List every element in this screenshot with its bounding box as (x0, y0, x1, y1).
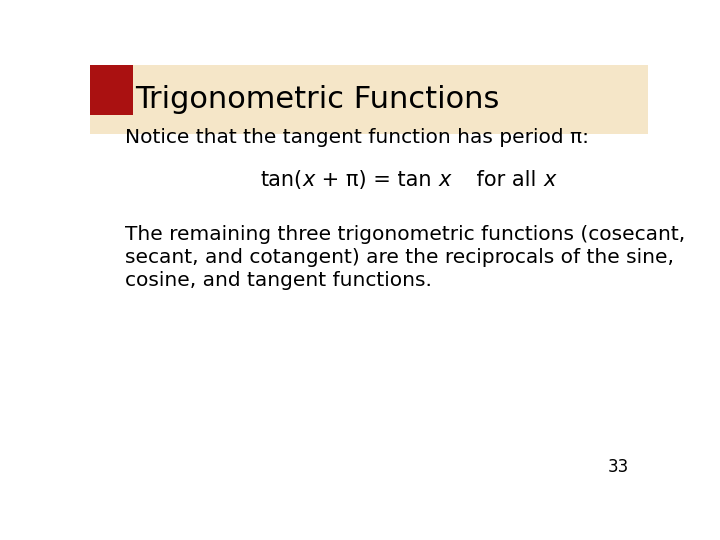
Text: x: x (438, 170, 451, 190)
Text: Trigonometric Functions: Trigonometric Functions (135, 85, 500, 114)
Text: Notice that the tangent function has period π:: Notice that the tangent function has per… (125, 129, 589, 147)
Bar (90, 65, 132, 115)
Text: x: x (544, 170, 556, 190)
Text: x: x (302, 170, 315, 190)
Bar (90, 65, 648, 134)
Text: for all: for all (451, 170, 544, 190)
Text: cosine, and tangent functions.: cosine, and tangent functions. (125, 271, 432, 290)
Text: 33: 33 (608, 458, 629, 476)
Text: + π) = tan: + π) = tan (315, 170, 438, 190)
Text: tan(: tan( (261, 170, 302, 190)
Text: The remaining three trigonometric functions (cosecant,: The remaining three trigonometric functi… (125, 225, 685, 244)
Text: secant, and cotangent) are the reciprocals of the sine,: secant, and cotangent) are the reciproca… (125, 248, 674, 267)
